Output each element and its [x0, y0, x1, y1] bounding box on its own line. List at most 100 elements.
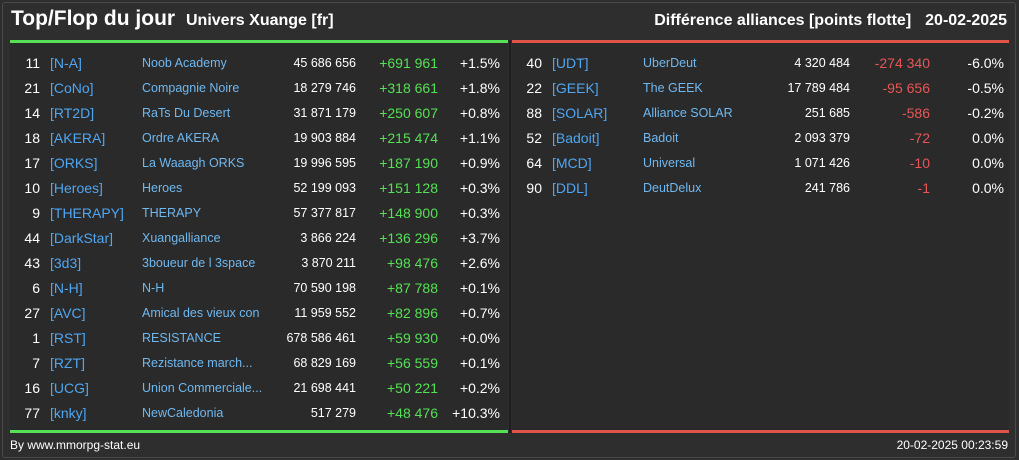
table-row: 11 [N-A] Noob Academy 45 686 656 +691 961 +1.… [10, 51, 508, 76]
rank-cell: 11 [25, 55, 40, 71]
footer-credit: By www.mmorpg-stat.eu [10, 438, 141, 452]
table-row: 14 [RT2D] RaTs Du Desert 31 871 179 +250 607… [10, 101, 508, 126]
alliance-name-link[interactable]: The GEEK [643, 81, 703, 95]
alliance-tag-link[interactable]: [DDL] [552, 180, 588, 196]
header-right: Différence alliances [points flotte] 20-0… [654, 12, 1007, 30]
rank-cell: 9 [32, 205, 40, 221]
difference-cell: +98 476 [387, 255, 438, 271]
table-row: 90 [DDL] DeutDelux 241 786 -1 0.0% [512, 176, 1009, 201]
points-cell: 251 685 [804, 106, 850, 120]
table-row: 44 [DarkStar] Xuangalliance 3 866 224 +136 2… [10, 226, 508, 251]
alliance-tag-link[interactable]: [AKERA] [50, 130, 106, 146]
rank-cell: 22 [526, 80, 542, 96]
alliance-name-link[interactable]: NewCaledonia [142, 406, 224, 420]
top-alliances-panel: 11 [N-A] Noob Academy 45 686 656 +691 961 +1.… [10, 40, 508, 433]
rank-cell: 6 [32, 280, 40, 296]
alliance-tag-link[interactable]: [Badoit] [552, 130, 600, 146]
alliance-name-link[interactable]: 3boueur de l 3space [142, 256, 256, 270]
table-row: 52 [Badoit] Badoit 2 093 379 -72 0.0% [512, 126, 1009, 151]
alliance-name-link[interactable]: UberDeut [643, 56, 697, 70]
alliance-name-link[interactable]: THERAPY [142, 206, 202, 220]
alliance-name-link[interactable]: DeutDelux [643, 181, 702, 195]
alliance-tag-link[interactable]: [knky] [50, 405, 87, 421]
points-cell: 4 320 484 [794, 56, 850, 70]
rank-cell: 17 [24, 155, 40, 171]
table-row: 27 [AVC] Amical des vieux con 11 959 552 +82… [10, 301, 508, 326]
alliance-name-link[interactable]: N-H [142, 281, 165, 295]
points-cell: 19 903 884 [293, 131, 356, 145]
alliance-name-link[interactable]: Compagnie Noire [142, 81, 240, 95]
alliance-tag-link[interactable]: [RZT] [50, 355, 85, 371]
alliance-tag-link[interactable]: [RT2D] [50, 105, 95, 121]
table-row: 77 [knky] NewCaledonia 517 279 +48 476 +10.3% [10, 401, 508, 426]
difference-cell: +318 661 [379, 80, 438, 96]
rank-cell: 44 [24, 230, 40, 246]
footer-timestamp: 20-02-2025 00:23:59 [896, 438, 1008, 452]
alliance-tag-link[interactable]: [CoNo] [50, 80, 94, 96]
alliance-tag-link[interactable]: [SOLAR] [552, 105, 608, 121]
alliance-name-link[interactable]: Ordre AKERA [142, 131, 220, 145]
alliance-name-link[interactable]: Badoit [643, 131, 679, 145]
points-cell: 21 698 441 [293, 381, 356, 395]
difference-cell: +136 296 [379, 230, 438, 246]
table-row: 40 [UDT] UberDeut 4 320 484 -274 340 -6.0% [512, 51, 1009, 76]
flop-alliances-panel: 40 [UDT] UberDeut 4 320 484 -274 340 -6.0% 22 [… [512, 40, 1009, 433]
alliance-tag-link[interactable]: [GEEK] [552, 80, 599, 96]
alliance-name-link[interactable]: Amical des vieux con [142, 306, 260, 320]
points-cell: 57 377 817 [293, 206, 356, 220]
percent-cell: +0.7% [459, 305, 500, 321]
alliance-tag-link[interactable]: [Heroes] [50, 180, 103, 196]
alliance-name-link[interactable]: La Waaagh ORKS [142, 156, 245, 170]
alliance-name-link[interactable]: RESISTANCE [142, 331, 221, 345]
rank-cell: 52 [526, 130, 542, 146]
rank-cell: 7 [32, 355, 40, 371]
rank-cell: 1 [32, 330, 40, 346]
alliance-name-link[interactable]: Noob Academy [142, 56, 227, 70]
table-row: 10 [Heroes] Heroes 52 199 093 +151 128 +0.3% [10, 176, 508, 201]
points-cell: 1 071 426 [794, 156, 850, 170]
difference-cell: -1 [917, 180, 930, 196]
points-cell: 3 870 211 [301, 256, 356, 270]
alliance-tag-link[interactable]: [N-A] [50, 55, 82, 71]
rank-cell: 18 [24, 130, 40, 146]
alliance-name-link[interactable]: Heroes [142, 181, 183, 195]
rank-cell: 21 [24, 80, 40, 96]
alliance-tag-link[interactable]: [UDT] [552, 55, 589, 71]
rank-cell: 88 [526, 105, 542, 121]
difference-cell: -10 [909, 155, 930, 171]
points-cell: 678 586 461 [286, 331, 356, 345]
alliance-tag-link[interactable]: [THERAPY] [50, 205, 124, 221]
alliance-name-link[interactable]: RaTs Du Desert [142, 106, 231, 120]
alliance-name-link[interactable]: Universal [643, 156, 696, 170]
alliance-tag-link[interactable]: [UCG] [50, 380, 89, 396]
rank-cell: 14 [24, 105, 40, 121]
table-row: 64 [MCD] Universal 1 071 426 -10 0.0% [512, 151, 1009, 176]
alliance-name-link[interactable]: Xuangalliance [142, 231, 221, 245]
percent-cell: -0.2% [967, 105, 1004, 121]
table-row: 1 [RST] RESISTANCE 678 586 461 +59 930 +0.0% [10, 326, 508, 351]
rank-cell: 27 [24, 305, 40, 321]
difference-title: Différence alliances [points flotte] [654, 12, 912, 29]
alliance-tag-link[interactable]: [AVC] [50, 305, 86, 321]
percent-cell: -0.5% [967, 80, 1004, 96]
points-cell: 18 279 746 [293, 81, 356, 95]
alliance-tag-link[interactable]: [ORKS] [50, 155, 98, 171]
alliance-tag-link[interactable]: [N-H] [50, 280, 83, 296]
points-cell: 45 686 656 [293, 56, 356, 70]
page-title: Top/Flop du jour [11, 7, 176, 30]
table-row: 16 [UCG] Union Commerciale... 21 698 441 +50… [10, 376, 508, 401]
alliance-name-link[interactable]: Union Commerciale... [142, 381, 263, 395]
difference-cell: +187 190 [379, 155, 438, 171]
points-cell: 11 959 552 [294, 306, 356, 320]
table-row: 17 [ORKS] La Waaagh ORKS 19 996 595 +187 190… [10, 151, 508, 176]
points-cell: 68 829 169 [293, 356, 356, 370]
alliance-tag-link[interactable]: [3d3] [50, 255, 82, 271]
alliance-name-link[interactable]: Rezistance march... [142, 356, 253, 370]
alliance-tag-link[interactable]: [RST] [50, 330, 86, 346]
percent-cell: +0.9% [459, 155, 500, 171]
alliance-name-link[interactable]: Alliance SOLAR [643, 106, 733, 120]
difference-cell: +59 930 [387, 330, 438, 346]
alliance-tag-link[interactable]: [DarkStar] [50, 230, 114, 246]
alliance-tag-link[interactable]: [MCD] [552, 155, 592, 171]
rank-cell: 10 [24, 180, 40, 196]
